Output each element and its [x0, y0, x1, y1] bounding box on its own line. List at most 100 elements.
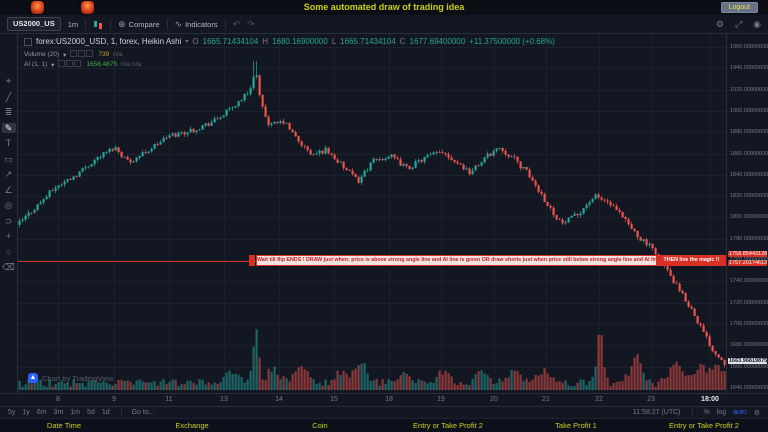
- range-button-5d[interactable]: 5d: [87, 409, 95, 416]
- chevron-down-icon[interactable]: ▾: [185, 39, 189, 45]
- zoom-tool-icon[interactable]: ◎: [4, 200, 13, 210]
- shapes-icon[interactable]: ▭: [4, 153, 13, 164]
- trend-line-icon[interactable]: ╱: [5, 91, 12, 102]
- price-axis-label: 1820.00000000: [730, 193, 768, 200]
- undo-icon[interactable]: ↶: [232, 18, 241, 29]
- range-button-1m[interactable]: 1m: [70, 409, 81, 416]
- price-axis-label: 1720.00000000: [730, 299, 768, 306]
- compare-button[interactable]: ⊕ Compare: [118, 18, 160, 29]
- change-value: +11.37500000 (+0.68%): [469, 37, 555, 46]
- range-button-6m[interactable]: 6m: [36, 409, 47, 416]
- drawing-plus-icon[interactable]: +: [5, 231, 12, 241]
- price-axis-label: 1960.00000000: [730, 43, 768, 50]
- open-label: O: [192, 37, 199, 46]
- indicators-icon: ∿: [174, 18, 183, 29]
- time-axis[interactable]: 8 9 11 13 14 15 18 19 20 21 22 23 18:00: [0, 393, 768, 406]
- indicator-na: n/a n/a: [121, 61, 142, 68]
- crosshair-icon[interactable]: ⌖: [5, 76, 12, 86]
- price-axis-label: 1920.00000000: [730, 86, 768, 93]
- compare-icon: ⊕: [118, 18, 126, 29]
- price-axis-label: 1880.00000000: [730, 129, 768, 136]
- annotation-flag: [249, 255, 255, 267]
- indicator-row-volume[interactable]: Volume (20) ▾ 739 n/a: [24, 50, 122, 59]
- tradingview-watermark: ▲ Chart by TradingView: [28, 373, 114, 383]
- price-axis-label: 1740.00000000: [730, 278, 768, 285]
- high-value: 1680.16900000: [272, 37, 328, 46]
- brush-icon[interactable]: ✎: [1, 122, 16, 133]
- indicators-button[interactable]: ∿ Indicators: [174, 18, 218, 29]
- range-button-1d[interactable]: 1d: [101, 409, 110, 416]
- interval-button[interactable]: 1m: [67, 19, 79, 29]
- price-axis-label: 1640.00000000: [730, 385, 768, 391]
- symbol-marker-icon: [24, 37, 32, 46]
- lock-tool-icon[interactable]: ○: [5, 246, 12, 257]
- clock[interactable]: 11:58:27 (UTC): [632, 409, 681, 416]
- logout-button[interactable]: Logout: [720, 2, 758, 13]
- time-axis-label: 11: [165, 396, 173, 403]
- chart-toolbar: US2000_US 1m ⊕ Compare ∿ Indicators ↶ ↷ …: [0, 15, 768, 34]
- price-axis-label: 1800.00000000: [730, 214, 768, 221]
- range-button-5y[interactable]: 5y: [8, 409, 16, 416]
- range-buttons: 5y 1y 6m 3m 1m 5d 1d: [8, 409, 117, 416]
- time-axis-label: 8: [56, 396, 60, 403]
- time-axis-label: 13: [220, 396, 228, 403]
- annotation-note[interactable]: Wait till flip ENDS ! DRAW just when: pr…: [256, 255, 657, 267]
- auto-scale-button[interactable]: auto: [733, 409, 747, 416]
- symbol-legend-row[interactable]: forex:US2000_USD, 1, forex, Heikin Ashi …: [24, 37, 555, 46]
- toolbar-divider: [110, 18, 112, 30]
- page-title: Some automated draw of trading idea: [303, 2, 465, 12]
- log-scale-button[interactable]: log: [716, 409, 727, 416]
- text-tool-icon[interactable]: T: [5, 138, 12, 148]
- redo-icon[interactable]: ↷: [247, 18, 255, 29]
- price-axis-label: 1900.00000000: [730, 107, 768, 114]
- toolbar-divider: [691, 408, 693, 417]
- high-label: H: [262, 37, 269, 46]
- time-axis-label: 22: [595, 396, 603, 403]
- indicator-controls[interactable]: [70, 50, 94, 59]
- indicator-label: AI (1, 1): [24, 61, 48, 68]
- price-axis[interactable]: 1758.85443128 1757.20174613 1663.9681987…: [726, 34, 768, 393]
- price-axis-label: 1680.00000000: [730, 342, 768, 349]
- measure-icon[interactable]: ∠: [4, 184, 13, 195]
- tradingview-logo-icon: ▲: [28, 373, 38, 383]
- candle-style-icon[interactable]: [93, 19, 103, 30]
- low-label: L: [331, 37, 337, 46]
- time-axis-label: 19: [437, 396, 445, 403]
- indicator-na: n/a: [113, 51, 123, 58]
- chart-area[interactable]: Wait till flip ENDS ! DRAW just when: pr…: [18, 34, 726, 393]
- indicator-row-ai[interactable]: AI (1, 1) ▾ 1658.4875 n/a n/a: [24, 60, 141, 69]
- fib-retracement-icon[interactable]: ≣: [4, 107, 13, 117]
- goto-button[interactable]: Go to...: [131, 409, 155, 416]
- price-axis-label: 1780.00000000: [730, 235, 768, 242]
- price-axis-label: 1760.00000000: [730, 257, 768, 264]
- axis-settings-gear-icon[interactable]: ⚙: [753, 409, 760, 417]
- toolbar-divider: [120, 408, 122, 417]
- alarm-icon: [31, 1, 44, 14]
- range-button-3m[interactable]: 3m: [53, 409, 64, 416]
- fullscreen-icon[interactable]: ⤢: [734, 18, 743, 29]
- annotation-badge[interactable]: THEN live the magic !!: [657, 255, 726, 267]
- percent-scale-button[interactable]: %: [703, 409, 710, 416]
- close-value: 1677.69400000: [409, 37, 466, 46]
- footer-label: Entry or Take Profit 2: [413, 421, 483, 430]
- range-button-1y[interactable]: 1y: [22, 409, 30, 416]
- time-axis-label: 23: [647, 396, 655, 403]
- footer-label: Exchange: [175, 421, 209, 430]
- price-axis-label: 1700.00000000: [730, 321, 768, 328]
- delete-tool-icon[interactable]: ⌫: [2, 262, 15, 272]
- price-axis-label: 1940.00000000: [730, 65, 768, 72]
- chevron-down-icon[interactable]: ▾: [63, 51, 67, 59]
- time-axis-label: 20: [490, 396, 498, 403]
- indicator-label: Volume (20): [24, 51, 60, 58]
- indicator-controls[interactable]: [58, 60, 82, 69]
- settings-gear-icon[interactable]: ⚙: [715, 18, 724, 29]
- magnet-icon[interactable]: ⊃: [4, 215, 13, 226]
- price-axis-label: 1860.00000000: [730, 150, 768, 157]
- chevron-down-icon[interactable]: ▾: [51, 61, 55, 69]
- symbol-button[interactable]: US2000_US: [7, 17, 61, 31]
- time-axis-label: 9: [112, 396, 116, 403]
- arrow-tool-icon[interactable]: ↗: [4, 169, 13, 179]
- screenshot-camera-icon[interactable]: ◉: [753, 18, 761, 29]
- time-axis-label: 18:00: [701, 396, 719, 403]
